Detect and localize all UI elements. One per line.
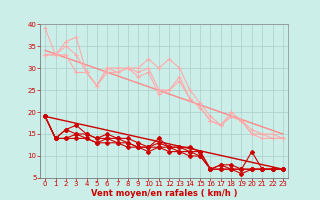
X-axis label: Vent moyen/en rafales ( km/h ): Vent moyen/en rafales ( km/h ) (91, 189, 237, 198)
